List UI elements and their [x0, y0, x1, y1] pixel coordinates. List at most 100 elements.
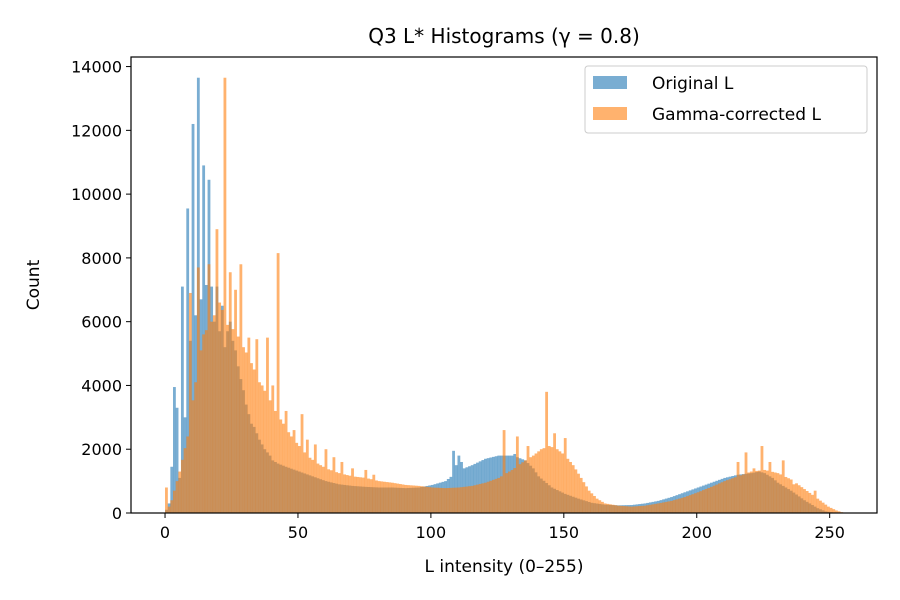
histogram-bar: [319, 465, 323, 513]
histogram-bar: [749, 471, 753, 513]
legend-label-original: Original L: [652, 74, 734, 94]
histogram-bar: [170, 500, 174, 513]
histogram-bar: [824, 504, 828, 513]
histogram-bar: [704, 489, 708, 513]
histogram-bar: [247, 337, 251, 513]
histogram-bar: [723, 481, 727, 513]
histogram-bar: [741, 474, 745, 513]
histogram-bar: [803, 489, 806, 513]
histogram-bar: [784, 476, 788, 513]
histogram-bar: [805, 491, 809, 513]
histogram-bar: [686, 496, 689, 513]
histogram-bar: [252, 369, 256, 513]
histogram-bar: [433, 487, 437, 513]
histogram-bar: [768, 461, 772, 513]
histogram-bar: [417, 485, 421, 513]
histogram-bar: [242, 347, 245, 513]
histogram-bar: [531, 455, 535, 513]
histogram-bar: [340, 461, 344, 513]
y-tick-label: 8000: [81, 249, 122, 268]
histogram-bar: [165, 487, 168, 513]
histogram-bar: [683, 497, 687, 513]
histogram-bar: [752, 468, 756, 513]
histogram-bar: [587, 490, 591, 513]
histogram-bar: [239, 264, 243, 513]
histogram-bar: [781, 460, 785, 513]
histogram-bar: [478, 483, 482, 513]
histogram-bar: [353, 476, 357, 513]
histogram-bar: [484, 482, 487, 513]
histogram-bar: [383, 481, 386, 513]
histogram-bar: [731, 478, 735, 513]
histogram-bar: [377, 481, 381, 513]
histogram-bar: [521, 462, 525, 513]
histogram-bar: [444, 488, 447, 513]
chart-title: Q3 L* Histograms (γ = 0.8): [368, 24, 640, 48]
histogram-bar: [430, 487, 434, 513]
histogram-bar: [441, 488, 445, 513]
histogram-bar: [473, 485, 477, 513]
histogram-bar: [773, 472, 777, 513]
histogram-bar: [755, 470, 759, 513]
histogram-bar: [505, 473, 509, 513]
histogram-bar: [571, 465, 575, 513]
histogram-bar: [593, 495, 596, 513]
axis-ticks: 0 50 100 150 200 250 0 2000 4000 6000 8000 10000 120…: [71, 58, 845, 542]
histogram-bar: [303, 452, 307, 513]
histogram-bar: [694, 493, 697, 513]
histogram-bar: [710, 486, 713, 513]
histogram-bar: [263, 390, 267, 513]
histogram-bar: [321, 466, 325, 513]
histogram-bar: [457, 487, 461, 513]
histogram-bar: [327, 469, 331, 513]
histogram-bar: [609, 504, 612, 513]
histogram-bar: [834, 510, 838, 513]
histogram-bar: [736, 461, 740, 513]
histogram-bar: [500, 476, 503, 513]
histogram-bar: [388, 482, 392, 513]
histogram-bar: [811, 494, 814, 513]
histogram-bar: [282, 423, 285, 513]
histogram-bar: [492, 479, 495, 513]
histogram-bar: [545, 391, 549, 513]
histogram-bar: [335, 472, 338, 513]
histogram-bar: [343, 474, 346, 513]
legend-box: [584, 65, 868, 134]
histogram-bar: [311, 459, 315, 513]
histogram-bar: [614, 505, 618, 513]
histogram-bar: [337, 473, 341, 513]
histogram-bar: [507, 471, 511, 513]
histogram-bar: [173, 490, 176, 513]
histogram-bar: [797, 485, 801, 513]
histogram-bar: [523, 460, 527, 513]
histogram-bar: [747, 472, 751, 513]
histogram-bar: [789, 479, 793, 513]
histogram-bar: [420, 486, 424, 513]
histogram-bar: [212, 315, 216, 513]
histogram-bar: [186, 208, 190, 513]
histogram-bar: [220, 309, 224, 513]
histogram-bar: [258, 382, 261, 513]
histogram-bar: [236, 336, 240, 513]
histogram-bar: [821, 502, 825, 513]
histogram-bar: [468, 486, 471, 513]
histogram-bar: [406, 485, 410, 513]
histogram-bar: [175, 407, 179, 513]
histogram-bar: [289, 436, 293, 513]
histogram-bar: [167, 506, 171, 513]
histogram-bar: [204, 330, 208, 513]
histogram-bar: [332, 457, 336, 513]
histogram-bar: [202, 334, 206, 513]
histogram-bar: [359, 477, 362, 513]
histogram-bar: [542, 448, 546, 513]
histogram-bar: [622, 506, 626, 513]
histogram-bar: [720, 482, 724, 513]
histogram-bar: [725, 480, 729, 513]
histogram-bar: [800, 487, 804, 513]
histogram-bar: [654, 503, 658, 513]
histogram-bar: [667, 501, 671, 513]
histogram-bar: [585, 486, 588, 513]
histogram-bar: [345, 475, 349, 513]
histogram-bar: [688, 495, 692, 513]
histogram-bar: [364, 469, 368, 513]
